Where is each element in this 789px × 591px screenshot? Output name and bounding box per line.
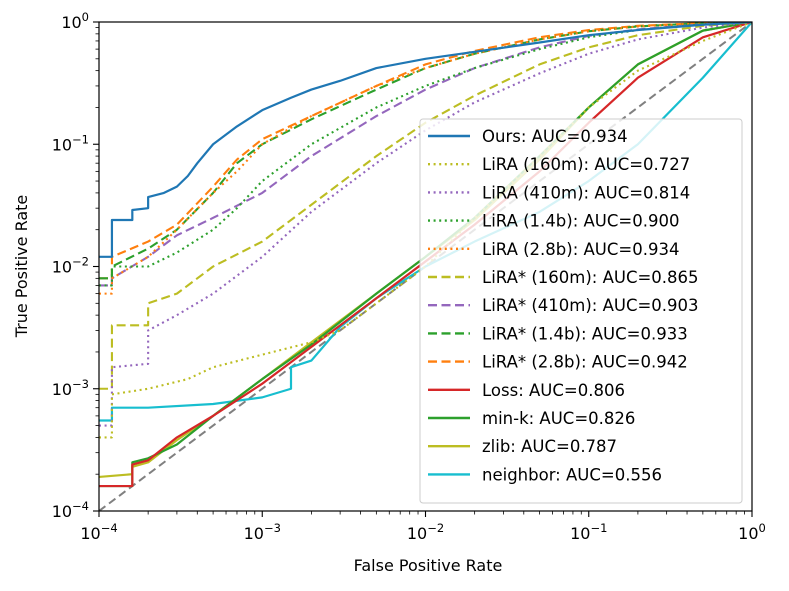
series-layer <box>99 22 752 511</box>
series-line-ours <box>99 22 752 258</box>
y-tick-label: 10−1 <box>52 132 89 154</box>
series-line-min-k <box>99 22 752 488</box>
ticks-layer: 10−4 10−3 10−2 10−1 100 10−4 10−3 10−2 10−1 100 <box>52 10 766 543</box>
series-line-lira-star-2-8b <box>99 22 752 280</box>
x-tick-label: 10−3 <box>244 521 281 543</box>
x-tick-label: 10−4 <box>80 521 117 543</box>
legend-label-neighbor: neighbor: AUC=0.556 <box>482 465 662 484</box>
legend-label-lira-star-1-4b: LiRA* (1.4b): AUC=0.933 <box>482 324 688 343</box>
y-tick-label: 10−3 <box>52 377 89 399</box>
legend-label-ours: Ours: AUC=0.934 <box>482 127 628 146</box>
legend-label-lira-160m: LiRA (160m): AUC=0.727 <box>482 155 690 174</box>
series-line-lira-star-160m <box>99 22 752 390</box>
series-line-lira-410m <box>99 22 752 427</box>
legend-label-lira-1-4b: LiRA (1.4b): AUC=0.900 <box>482 212 679 231</box>
legend-label-lira-star-2-8b: LiRA* (2.8b): AUC=0.942 <box>482 353 688 372</box>
x-tick-label: 10−2 <box>407 521 444 543</box>
legend-label-zlib: zlib: AUC=0.787 <box>482 437 617 456</box>
y-axis-label: True Positive Rate <box>12 195 31 339</box>
legend: Ours: AUC=0.934 LiRA (160m): AUC=0.727 LiR… <box>419 118 743 504</box>
legend-box <box>419 118 743 504</box>
legend-label-lira-star-160m: LiRA* (160m): AUC=0.865 <box>482 268 699 287</box>
legend-label-min-k: min-k: AUC=0.826 <box>482 409 635 428</box>
legend-label-lira-410m: LiRA (410m): AUC=0.814 <box>482 183 690 202</box>
y-tick-label: 10−4 <box>52 499 89 521</box>
legend-label-lira-star-410m: LiRA* (410m): AUC=0.903 <box>482 296 699 315</box>
x-tick-label: 10−1 <box>570 521 607 543</box>
series-line-loss <box>99 22 752 488</box>
y-tick-label: 100 <box>61 10 89 32</box>
x-tick-label: 100 <box>738 521 766 543</box>
series-line-lira-2-8b <box>99 22 752 295</box>
series-line-lira-1-4b <box>99 22 752 287</box>
y-tick-label: 10−2 <box>52 255 89 277</box>
legend-label-loss: Loss: AUC=0.806 <box>482 381 625 400</box>
legend-label-lira-2-8b: LiRA (2.8b): AUC=0.934 <box>482 240 679 259</box>
x-axis-label: False Positive Rate <box>354 556 503 575</box>
legend-entries: Ours: AUC=0.934 LiRA (160m): AUC=0.727 LiR… <box>428 127 699 484</box>
